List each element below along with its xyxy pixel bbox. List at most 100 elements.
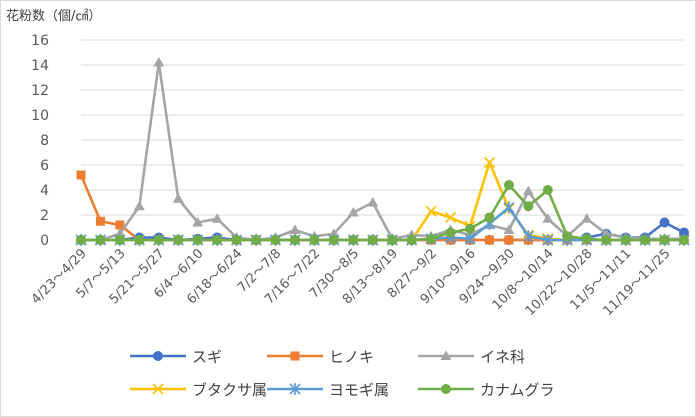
legend-label: ヒノキ — [329, 348, 374, 366]
series-6-point — [503, 180, 514, 190]
series-6-point — [114, 235, 125, 245]
series-6-point — [465, 223, 476, 234]
series-6-point — [231, 235, 242, 245]
series-3-point — [581, 213, 593, 223]
legend-label: イネ科 — [480, 348, 525, 366]
y-tick-label: 12 — [31, 83, 49, 99]
series-3-point — [289, 224, 301, 234]
series-3-point — [211, 213, 223, 223]
series-2-point — [95, 216, 105, 226]
series-3-point — [347, 207, 359, 217]
series-2-line — [79, 174, 684, 242]
series-4-point — [425, 205, 437, 217]
series-3-line — [81, 61, 684, 242]
legend-item-4: ブタクサ属 — [130, 381, 267, 399]
series-3-point — [114, 228, 126, 238]
legend-item-2-point — [290, 351, 300, 361]
series-3-point — [153, 57, 165, 67]
series-4-point-stroke — [445, 211, 457, 224]
series-2-point — [115, 220, 125, 230]
series-4-point-stroke — [425, 205, 437, 217]
series-3-point — [522, 185, 534, 196]
series-6-point — [173, 235, 184, 245]
series-3-point — [172, 193, 184, 203]
series-6-point — [445, 227, 456, 238]
series-6-point — [523, 201, 534, 212]
series-6-point — [601, 235, 612, 245]
legend-label: ブタクサ属 — [192, 381, 267, 399]
series-3-point — [133, 200, 145, 211]
legend-item-5: ヨモギ属 — [267, 381, 389, 399]
legend-item-2: ヒノキ — [267, 348, 374, 366]
series-3-point — [503, 224, 515, 234]
series-6-point — [348, 235, 359, 245]
series-6-point — [251, 235, 262, 245]
series-6-line — [81, 183, 684, 242]
y-tick-label: 16 — [31, 33, 49, 49]
legend-item-1-point — [153, 351, 163, 361]
legend-item-5-point — [289, 383, 301, 395]
series-1-point — [659, 217, 670, 228]
y-tick-label: 2 — [40, 208, 49, 224]
legend-item-3-point — [440, 350, 452, 360]
series-6-point — [289, 235, 300, 245]
series-6-point — [212, 235, 223, 245]
series-6-point — [659, 235, 670, 245]
series-6-point — [387, 235, 398, 245]
legend-item-1: スギ — [130, 348, 222, 366]
series-2-point — [76, 170, 86, 180]
series-5-point — [522, 230, 534, 243]
series-3-point — [192, 217, 204, 227]
series-5-point — [542, 234, 554, 246]
legend-item-6-point — [441, 384, 451, 394]
x-tick-label: 10/22～10/28 — [523, 246, 596, 319]
series-6-point — [542, 185, 553, 195]
y-tick-label: 10 — [31, 108, 49, 124]
y-tick-label: 14 — [31, 58, 49, 74]
y-tick-label: 4 — [40, 183, 49, 199]
legend-item-6: カナムグラ — [418, 381, 555, 399]
series-6-point — [406, 235, 417, 245]
y-axis-title: 花粉数（個/㎠） — [6, 9, 102, 24]
series-6-point — [134, 235, 145, 245]
y-tick-label: 8 — [40, 133, 49, 149]
series-3-point — [367, 197, 379, 207]
series-3-point — [600, 228, 612, 238]
legend-item-4-point-stroke — [152, 383, 164, 395]
series-6-point — [76, 235, 86, 245]
series-6-point — [679, 235, 689, 245]
series-4-point — [445, 211, 457, 224]
series-3-point — [542, 213, 554, 223]
legend-item-4-point — [152, 383, 164, 395]
series-6-point — [640, 235, 651, 245]
series-4-point — [483, 156, 496, 169]
series-6-point — [153, 235, 164, 245]
series-6-point — [192, 235, 203, 245]
series-2-point — [484, 235, 494, 245]
series-4-point-stroke — [483, 156, 496, 169]
y-tick-label: 6 — [40, 158, 49, 174]
series-4-line — [81, 161, 684, 242]
legend-label: ヨモギ属 — [329, 381, 389, 399]
series-2-point — [504, 235, 514, 245]
legend-label: カナムグラ — [480, 381, 555, 399]
series-6-point — [581, 233, 592, 244]
series-6-point — [328, 235, 339, 245]
series-6-point — [95, 235, 106, 245]
series-6-point — [270, 235, 281, 245]
series-6-point — [309, 235, 320, 245]
y-tick-label: 0 — [40, 233, 49, 249]
series-5-point — [503, 201, 515, 214]
series-6-point — [620, 235, 631, 245]
series-6-point — [426, 233, 437, 244]
series-6-point — [562, 231, 573, 242]
legend-item-3: イネ科 — [418, 348, 525, 366]
series-3-point — [328, 228, 340, 238]
legend-label: スギ — [192, 348, 222, 366]
series-6-point — [367, 235, 378, 245]
x-tick-label: 11/19～11/25 — [601, 246, 674, 319]
series-6-point — [484, 212, 495, 223]
series-5-point — [464, 232, 476, 245]
